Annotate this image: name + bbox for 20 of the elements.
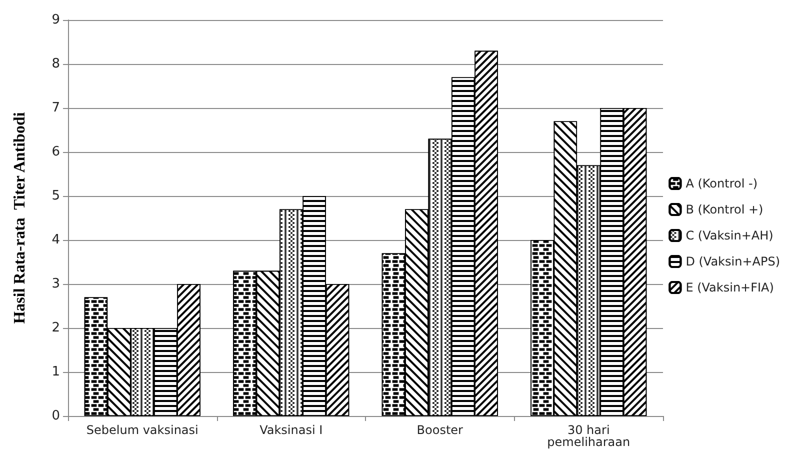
- legend-label: C (Vaksin+AH): [686, 228, 774, 242]
- x-tick-label: Booster: [416, 423, 464, 437]
- legend-label: E (Vaksin+FIA): [686, 280, 774, 294]
- y-tick-label: 6: [52, 144, 60, 160]
- y-tick-label: 4: [52, 232, 60, 248]
- y-tick-label: 3: [52, 276, 60, 292]
- x-tick-label: 30 hari pemeliharaan: [547, 423, 630, 449]
- y-tick-label: 5: [52, 188, 60, 204]
- x-tick-label: Sebelum vaksinasi: [86, 423, 198, 437]
- y-tick-label: 1: [52, 364, 60, 380]
- y-tick-label: 9: [52, 12, 60, 28]
- y-tick-label: 0: [52, 408, 60, 424]
- y-tick-label: 7: [52, 100, 60, 116]
- legend-label: A (Kontrol -): [686, 176, 758, 190]
- y-tick-label: 2: [52, 320, 60, 336]
- legend-label: D (Vaksin+APS): [686, 254, 780, 268]
- y-tick-label: 8: [52, 56, 60, 72]
- legend-label: B (Kontrol +): [686, 202, 764, 216]
- x-tick-label: Vaksinasi I: [260, 423, 323, 437]
- y-axis-title: Hasil Rata-rata Titer Antibodi: [12, 112, 28, 324]
